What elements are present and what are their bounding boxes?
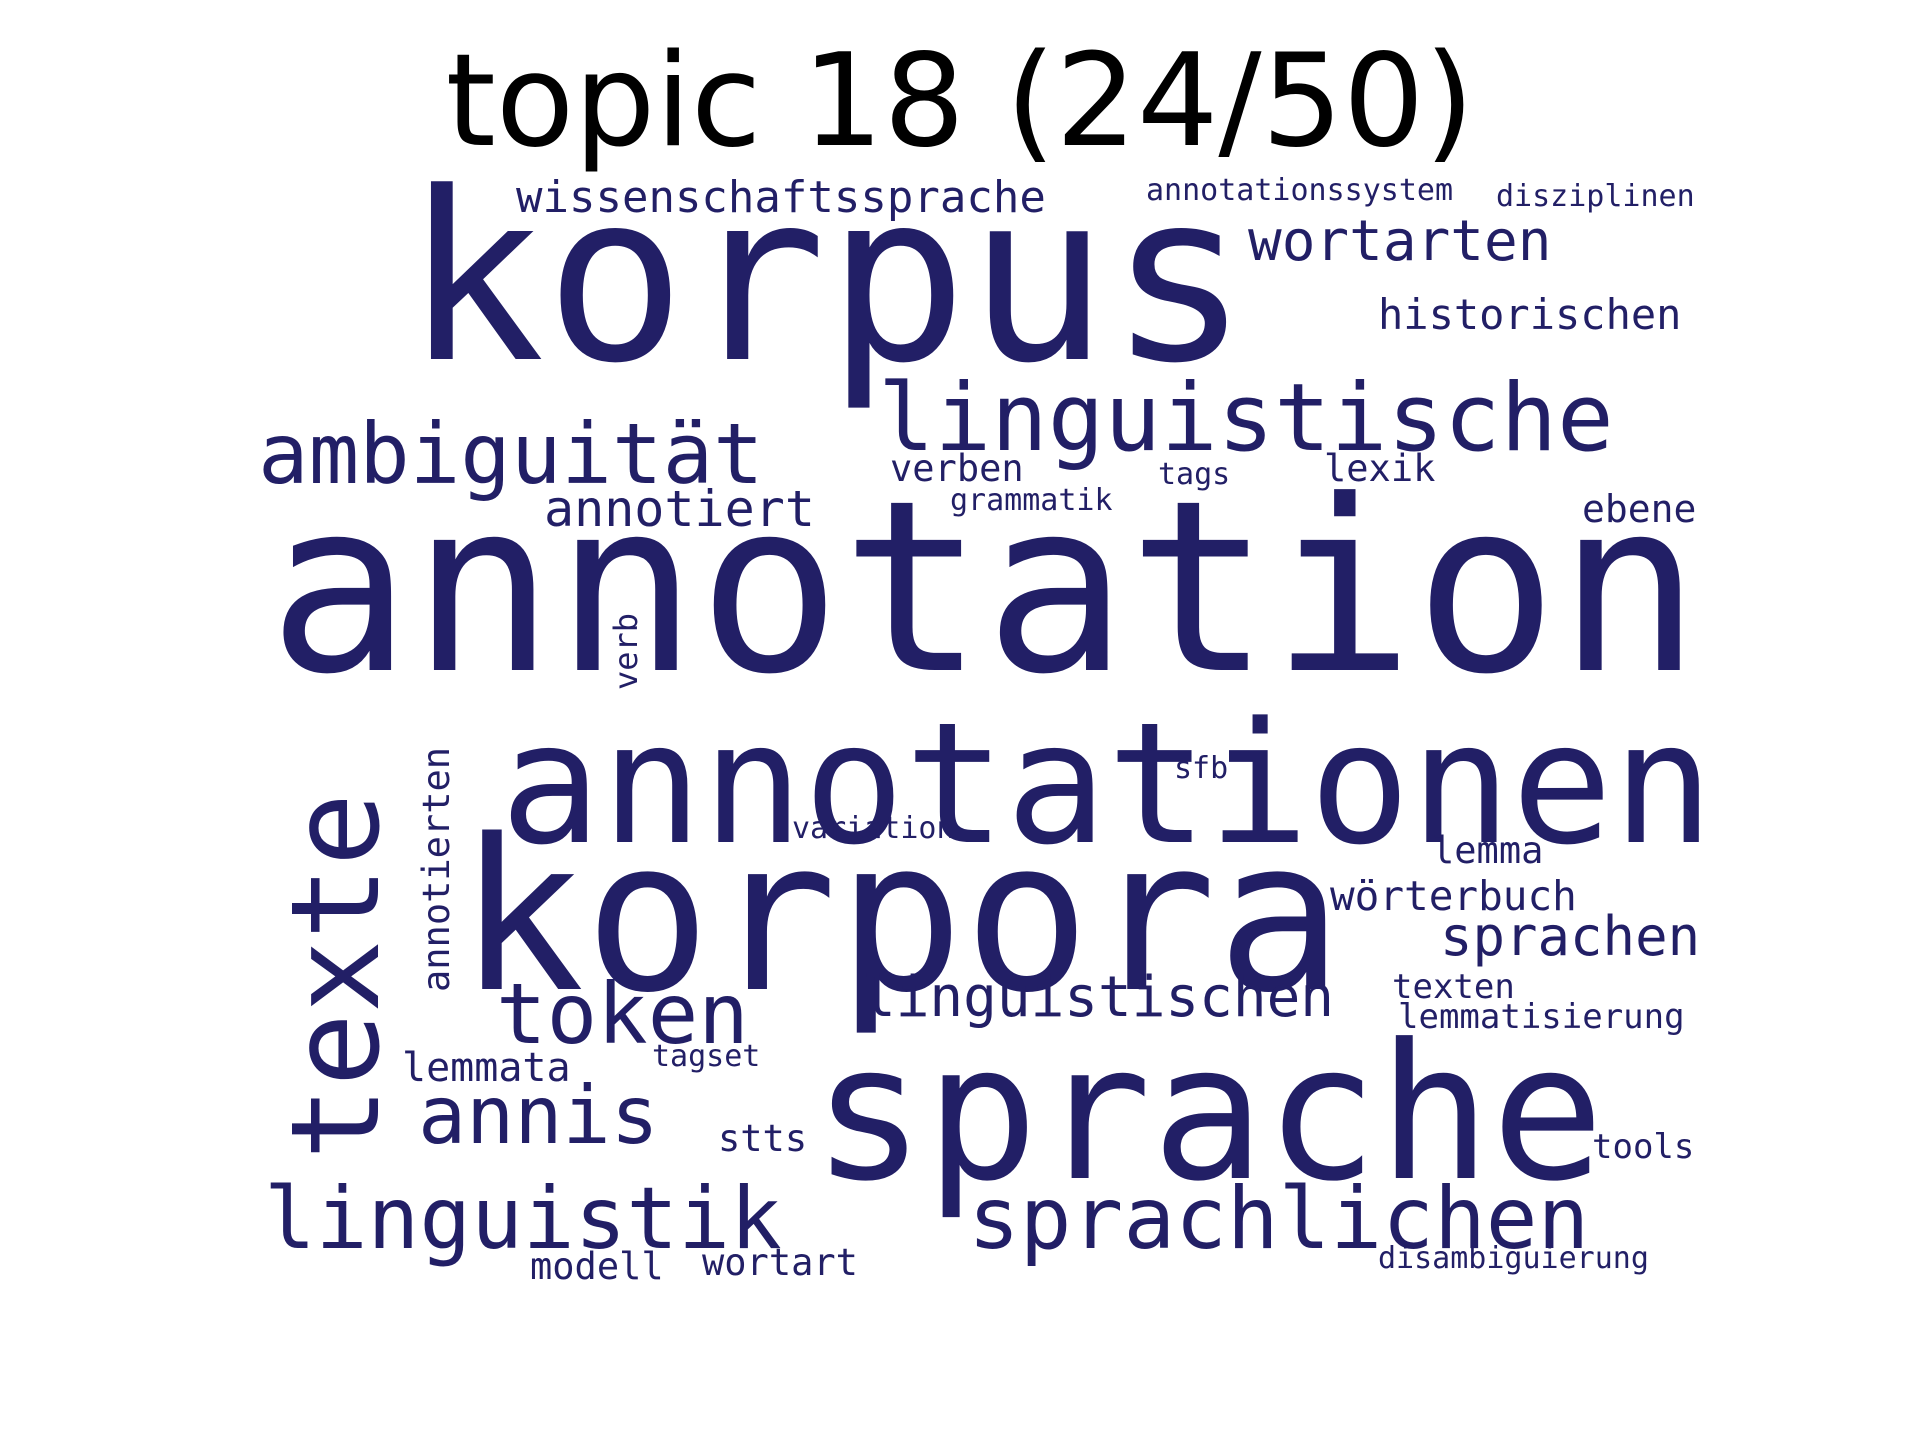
word-annotiert: annotiert	[544, 480, 815, 538]
word-verben: verben	[890, 447, 1024, 490]
word-ambiguitaet: ambiguität	[258, 405, 764, 503]
word-token: token	[496, 965, 749, 1063]
word-historischen: historischen	[1378, 290, 1682, 339]
word-korpus: korpus	[404, 143, 1250, 415]
word-linguistik: linguistik	[264, 1169, 782, 1269]
chart-title: topic 18 (24/50)	[445, 27, 1475, 176]
word-annotationen: annotationen	[500, 686, 1714, 882]
word-annotierten: annotierten	[415, 746, 458, 992]
word-lemma: lemma	[1432, 829, 1544, 872]
word-tools: tools	[1592, 1127, 1695, 1167]
word-linguistischen: linguistischen	[862, 965, 1335, 1030]
word-sprachen: sprachen	[1440, 905, 1701, 968]
word-linguistische: linguistische	[878, 364, 1614, 473]
word-lexik: lexik	[1324, 447, 1436, 490]
word-tagset: tagset	[652, 1039, 761, 1074]
word-texte: texte	[265, 792, 407, 1160]
word-texten: texten	[1392, 967, 1515, 1007]
word-annotation: annotation	[268, 450, 1701, 727]
word-modell: modell	[530, 1245, 664, 1288]
word-korpora: korpora	[458, 794, 1344, 1039]
word-wissenschaftssprache: wissenschaftssprache	[516, 172, 1046, 223]
word-grammatik: grammatik	[950, 483, 1113, 518]
word-ebene: ebene	[1582, 487, 1697, 531]
word-sprache: sprache	[812, 1004, 1605, 1223]
word-tags: tags	[1158, 457, 1231, 492]
word-lemmata: lemmata	[402, 1045, 571, 1091]
word-annotationssystem: annotationssystem	[1146, 173, 1454, 208]
word-stts: stts	[718, 1117, 808, 1160]
word-sprachlichen: sprachlichen	[968, 1169, 1590, 1269]
word-variation: variation	[792, 811, 955, 846]
word-wortart: wortart	[702, 1241, 858, 1284]
word-verb: verb	[607, 612, 645, 690]
word-disziplinen: disziplinen	[1496, 179, 1695, 214]
word-woerterbuch: wörterbuch	[1330, 872, 1577, 920]
word-disambiguierung: disambiguierung	[1378, 1241, 1649, 1276]
word-wortarten: wortarten	[1248, 209, 1552, 274]
word-annis: annis	[418, 1069, 659, 1162]
word-lemmatisierung: lemmatisierung	[1398, 997, 1685, 1037]
word-sfb: sfb	[1174, 751, 1229, 786]
